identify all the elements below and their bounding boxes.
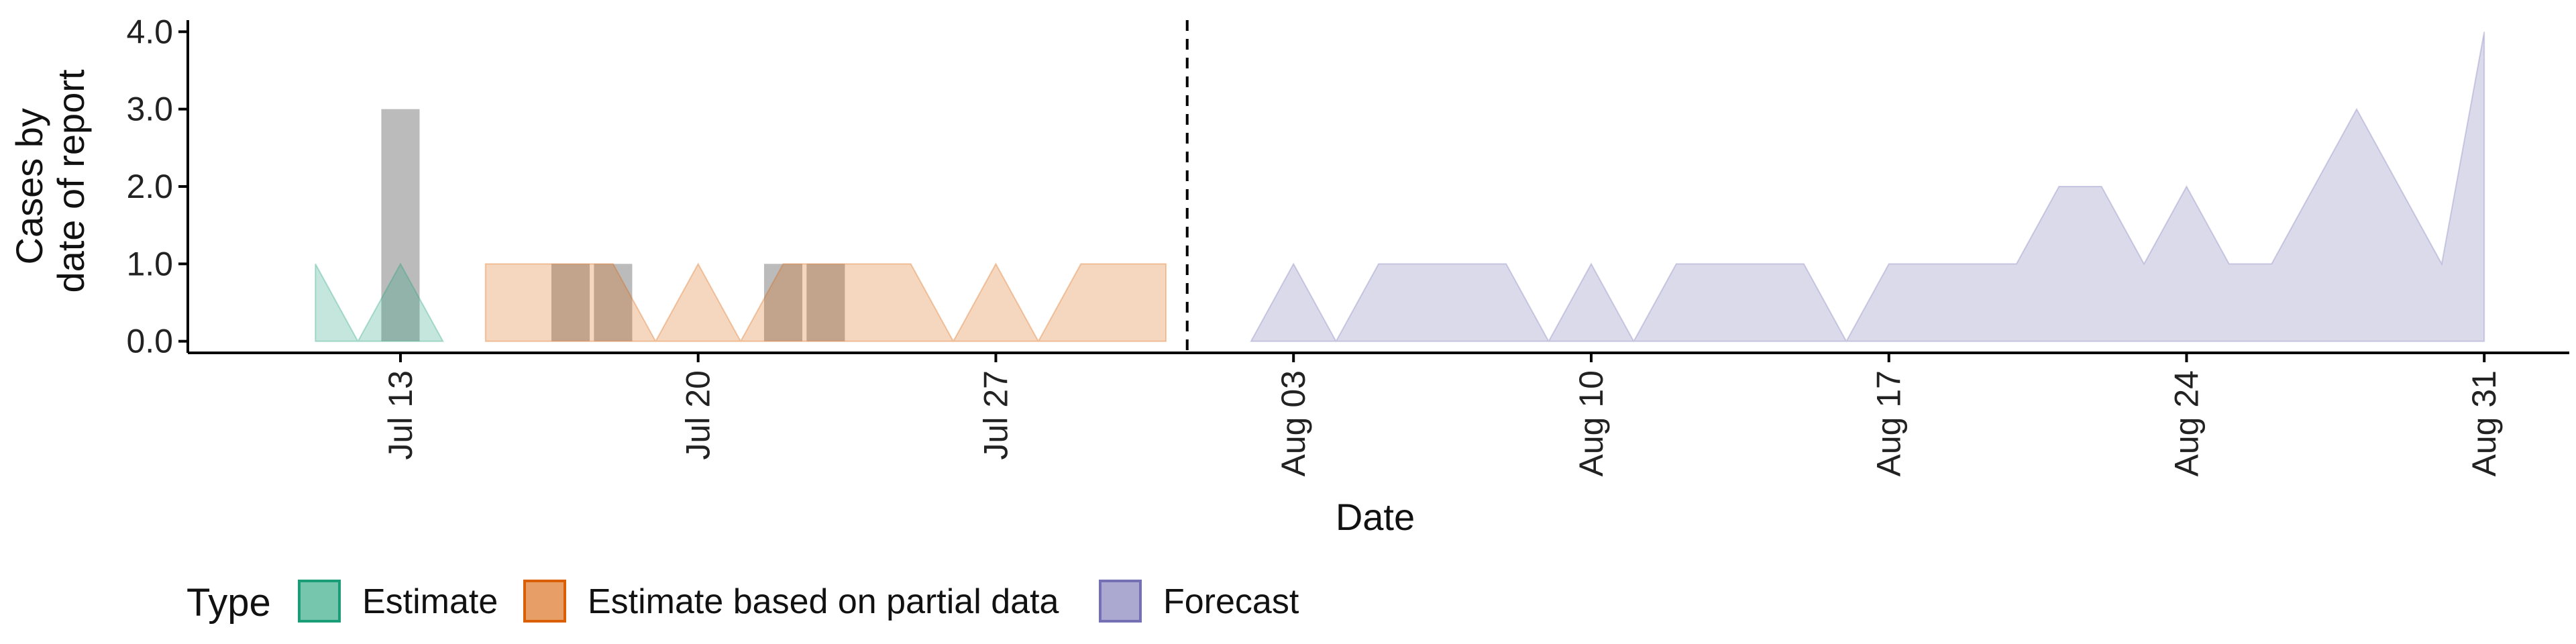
area-estimate xyxy=(315,262,445,343)
area-forecast xyxy=(1250,32,2485,343)
x-tick-label: Jul 20 xyxy=(680,370,717,460)
legend-swatch-forecast xyxy=(1099,580,1142,623)
x-tick-label: Aug 17 xyxy=(1870,370,1908,476)
legend-title: Type xyxy=(186,581,271,625)
legend-label-forecast: Forecast xyxy=(1163,582,1299,621)
x-tick-label: Jul 27 xyxy=(977,370,1014,460)
estimate-areas xyxy=(315,32,2485,343)
reported-cases-bars xyxy=(381,109,845,341)
reported-cases-bar xyxy=(381,109,420,341)
legend-swatch-estimate xyxy=(298,580,341,623)
x-axis: Jul 13 Jul 20 Jul 27 Aug 03 Aug 10 Aug 17 Aug … xyxy=(188,352,2569,476)
x-axis-title: Date xyxy=(1336,496,1415,538)
y-axis-title: Cases by date of report xyxy=(8,69,92,293)
x-tick-label: Jul 13 xyxy=(382,370,419,460)
x-tick-label: Aug 03 xyxy=(1275,370,1312,476)
y-tick-label: 2.0 xyxy=(126,168,173,205)
y-axis-title-line-1: Cases by xyxy=(8,108,50,264)
x-tick-label: Aug 10 xyxy=(1572,370,1610,476)
legend-label-estimate: Estimate xyxy=(362,582,498,621)
y-axis: 0.0 1.0 2.0 3.0 4.0 xyxy=(126,13,189,360)
reported-cases-bar xyxy=(763,264,803,341)
y-tick-label: 0.0 xyxy=(126,323,173,360)
legend-label-partial: Estimate based on partial data xyxy=(588,582,1059,621)
y-tick-label: 4.0 xyxy=(126,13,173,50)
x-tick-label: Aug 31 xyxy=(2465,370,2503,476)
x-tick-label: Aug 24 xyxy=(2167,370,2205,476)
legend: Type Estimate Estimate based on partial … xyxy=(186,580,1299,625)
legend-swatch-partial xyxy=(523,580,566,623)
reported-cases-bar xyxy=(594,264,633,341)
y-tick-label: 1.0 xyxy=(126,245,173,282)
y-axis-title-line-2: date of report xyxy=(50,69,92,293)
reported-cases-bar xyxy=(806,264,845,341)
y-tick-label: 3.0 xyxy=(126,91,173,128)
area-partial xyxy=(484,262,1167,343)
reported-cases-bar xyxy=(551,264,590,341)
